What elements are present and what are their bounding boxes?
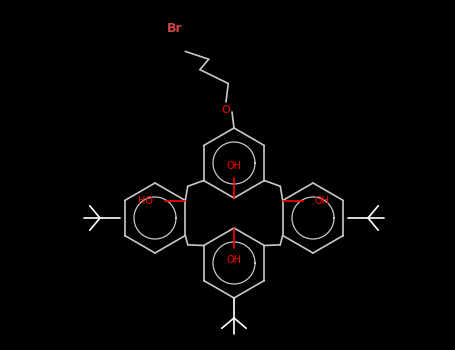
Text: O: O [222, 105, 230, 115]
Text: Br: Br [167, 21, 183, 35]
Text: HO: HO [138, 196, 153, 205]
Text: OH: OH [227, 255, 242, 265]
Text: OH: OH [227, 161, 242, 171]
Text: OH: OH [315, 196, 330, 205]
